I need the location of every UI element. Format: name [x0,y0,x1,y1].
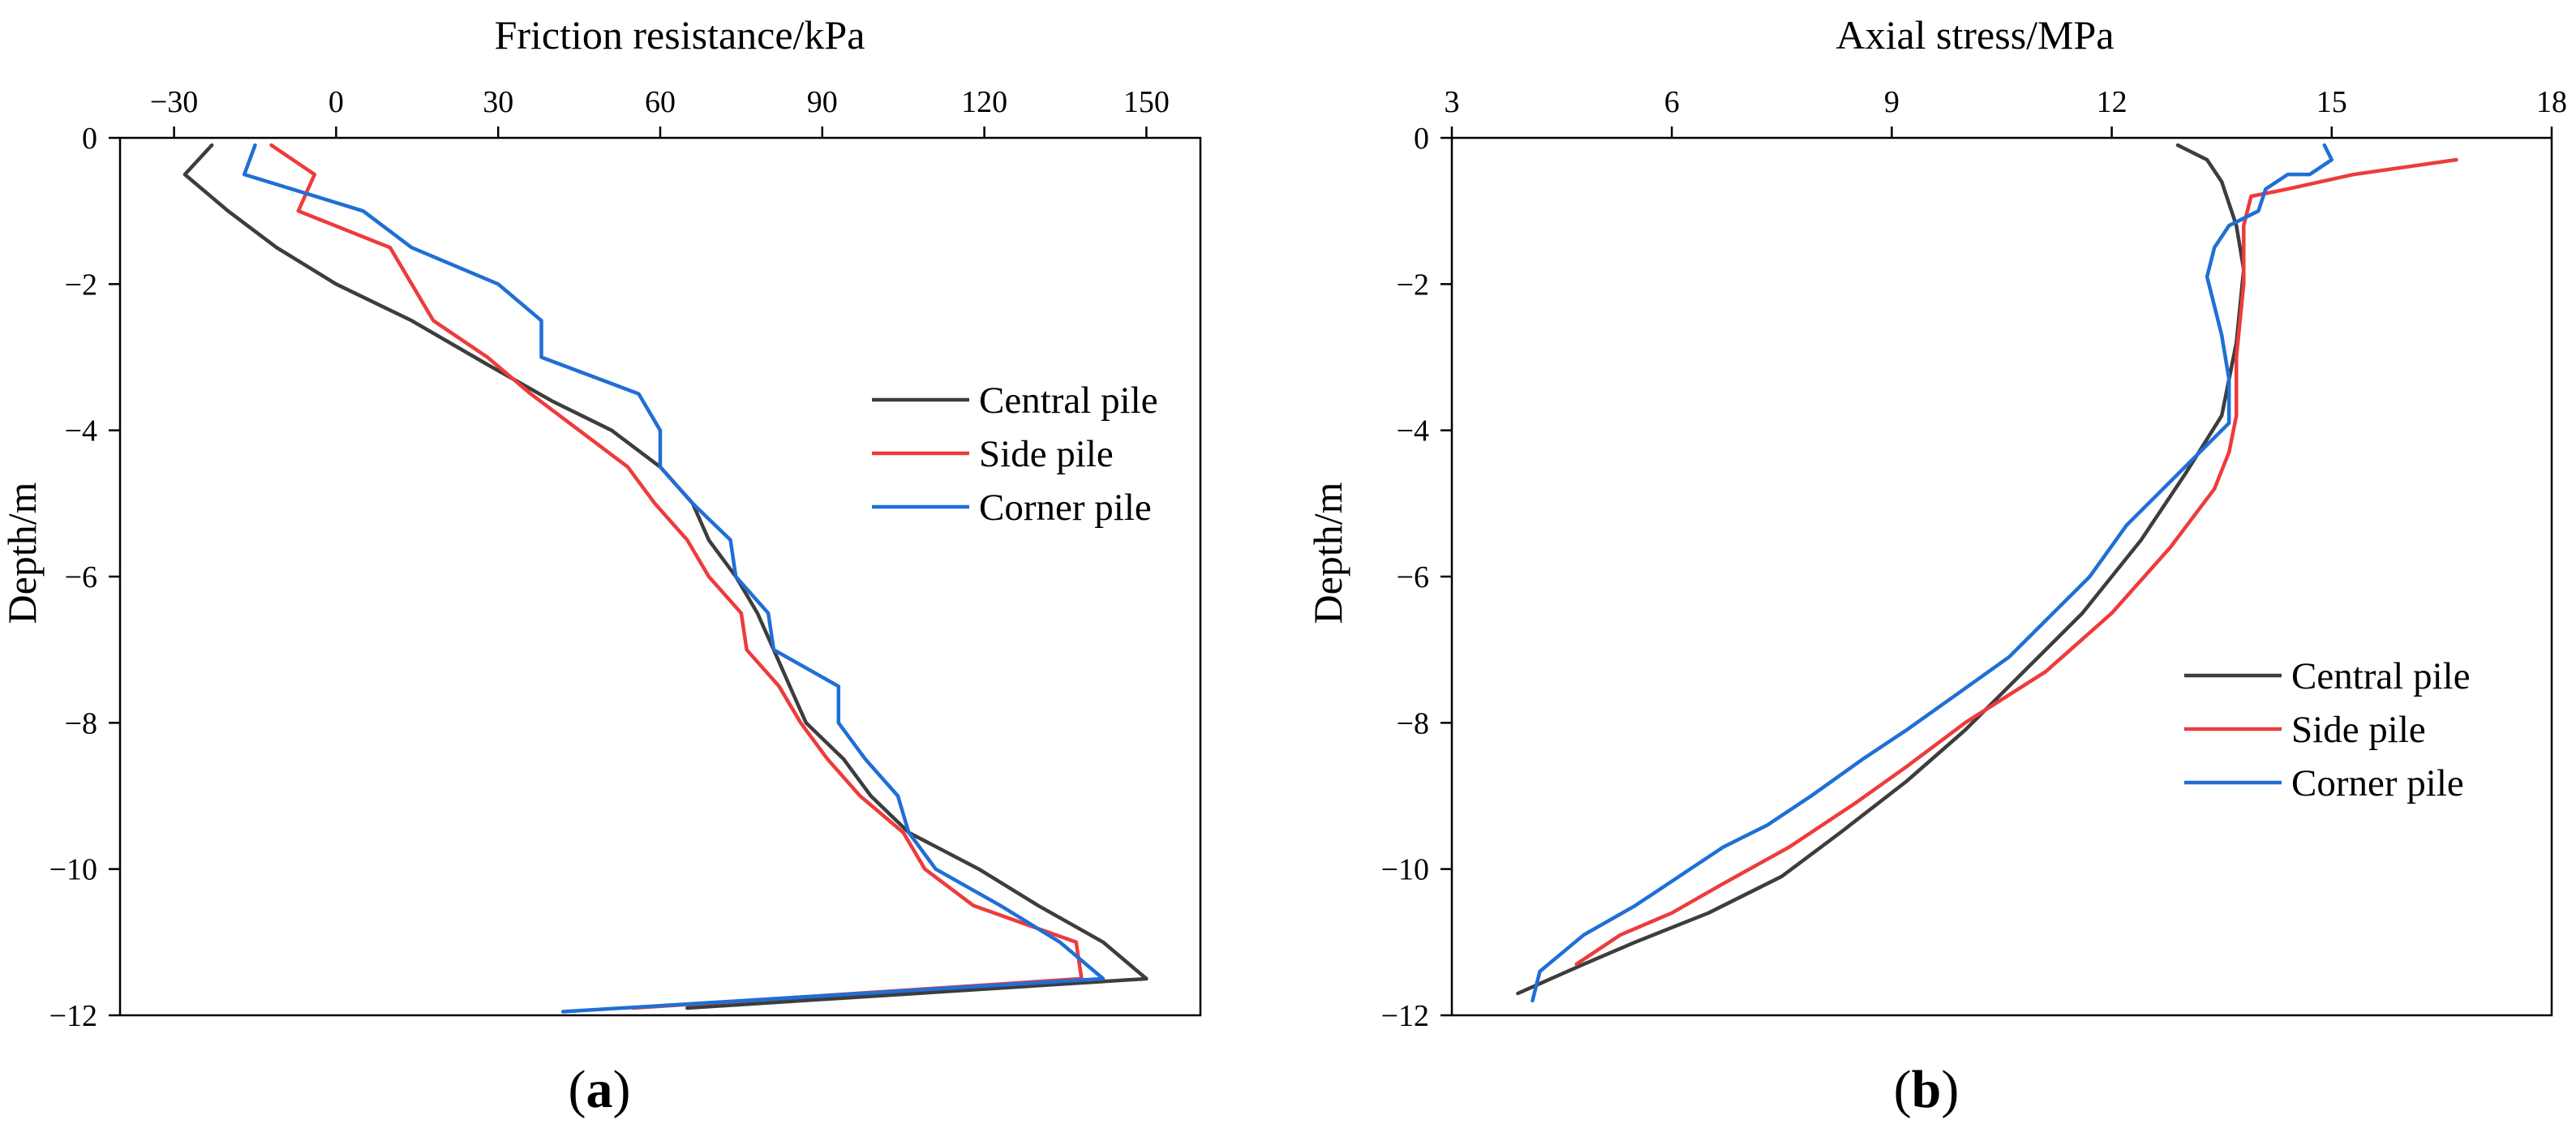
panel-b-y-axis-title: Depth/m [1305,482,1350,624]
panel-b-series-central-pile [1516,143,2246,996]
panel-a-y-tick-label: −4 [65,414,97,448]
panel-a-label: (a) [569,1060,631,1119]
panel-a-y-tick-label: −2 [65,268,97,302]
panel-a-y-axis-title: Depth/m [0,482,45,624]
panel-a-x-tick-label: −30 [150,85,198,119]
panel-a-series-side-pile [269,143,1084,1010]
panel-a-x-tick-label: 30 [483,85,513,119]
panel-a-x-tick-label: 0 [328,85,344,119]
panel-a-x-tick-label: 60 [645,85,676,119]
panel-a-y-tick-label: −6 [65,560,97,594]
panel-b-legend-label-side-pile: Side pile [2291,709,2426,751]
panel-b-legend: Central pile Side pile Corner pile [2184,655,2471,804]
panel-a-legend: Central pile Side pile Corner pile [872,380,1158,529]
panel-b-x-tick-label: 15 [2316,85,2347,119]
panel-a-x-tick-label: 90 [807,85,838,119]
panel-b-series-side-pile [1574,157,2458,967]
panel-b-y-tick-label: −2 [1397,268,1429,302]
panel-a-series-corner-pile [242,143,1106,1014]
panel-b-legend-label-corner-pile: Corner pile [2291,762,2464,804]
panel-a-legend-label-central-pile: Central pile [979,380,1158,422]
panel-a-x-tick-label: 150 [1123,85,1170,119]
panel-b-x-tick-label: 3 [1445,85,1460,119]
panel-b-y-tick-label: −4 [1397,414,1429,448]
panel-a-chart: Friction resistance/kPa Depth/m −30 0 30 60… [0,12,1202,1119]
panel-a-legend-label-side-pile: Side pile [979,433,1114,475]
panel-b-series-corner-pile [1531,143,2334,1003]
panel-b-x-tick-label: 9 [1884,85,1900,119]
panel-b-plot-frame [1450,136,2553,1017]
panel-b-x-tick-label: 6 [1664,85,1680,119]
panel-b-label: (b) [1894,1060,1960,1119]
panel-b-legend-label-central-pile: Central pile [2291,655,2471,697]
panel-b-y-tick-label: −8 [1397,706,1429,740]
panel-a-x-axis-title: Friction resistance/kPa [495,12,865,58]
panel-b-y-tick-label: −10 [1381,853,1429,887]
panel-b-y-tick-label: 0 [1414,122,1429,156]
panel-a-y-tick-label: −10 [49,853,97,887]
panel-b-x-tick-label: 12 [2097,85,2127,119]
panel-a-legend-label-corner-pile: Corner pile [979,487,1152,529]
panel-a-y-tick-label: −8 [65,706,97,740]
panel-a-plot-frame [118,136,1202,1017]
panel-a-x-tick-label: 120 [961,85,1007,119]
panel-b-chart: Axial stress/MPa Depth/m 3 6 9 12 15 18 0 −2 −4 −… [1305,12,2567,1119]
panel-b-x-tick-label: 18 [2536,85,2567,119]
panel-b-x-axis-title: Axial stress/MPa [1835,12,2114,58]
panel-b-y-tick-label: −12 [1381,999,1429,1033]
panel-a-y-tick-label: −12 [49,999,97,1033]
panel-b-y-tick-label: −6 [1397,560,1429,594]
panel-a-y-tick-label: 0 [82,122,97,156]
